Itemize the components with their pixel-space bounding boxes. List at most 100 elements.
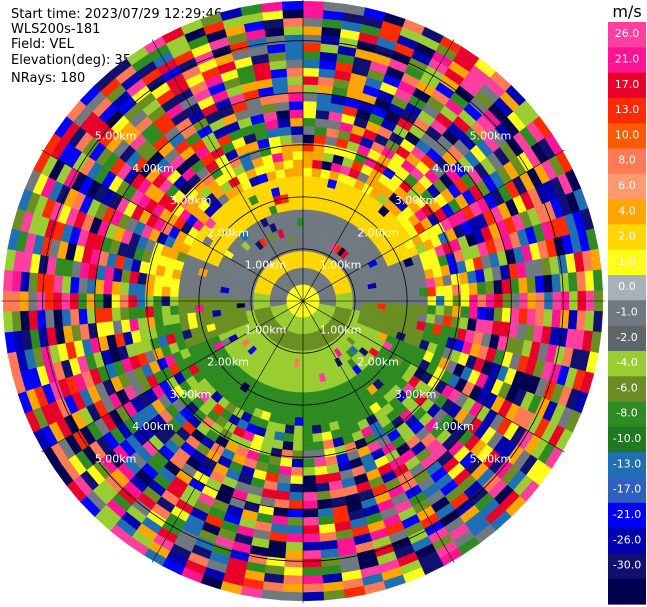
velocity-gate — [298, 234, 304, 244]
velocity-gate — [289, 117, 304, 127]
velocity-gate — [427, 305, 437, 316]
velocity-gate — [52, 309, 63, 328]
velocity-gate — [291, 142, 304, 152]
velocity-gate — [576, 310, 587, 331]
velocity-gate — [153, 315, 164, 328]
velocity-gate — [36, 272, 47, 293]
velocity-gate — [94, 307, 105, 324]
velocity-gate — [296, 209, 304, 219]
colorbar-tick-label: 1.0 — [618, 255, 636, 268]
velocity-gate — [186, 304, 196, 314]
velocity-gate — [227, 303, 237, 310]
velocity-gate — [169, 286, 179, 297]
colorbar-tick-label: 17.0 — [615, 78, 640, 91]
colorbar-tick-label: 2.0 — [618, 230, 636, 243]
velocity-gate — [202, 303, 213, 312]
colorbar-segment — [608, 249, 646, 276]
colorbar-tick-label: -4.0 — [616, 356, 637, 369]
colorbar-segment — [608, 97, 646, 124]
colorbar-tick-label: -13.0 — [613, 457, 641, 470]
colorbar-tick-label: -8.0 — [616, 407, 637, 420]
velocity-gate — [302, 491, 318, 502]
colorbar-tick-label: 4.0 — [618, 204, 636, 217]
colorbar: m/s 26.0 21.0 17.0 13.0 10.0 8.0 6.0 4.0 2.0 1.0 0.… — [608, 2, 646, 605]
velocity-gate — [302, 583, 324, 593]
velocity-gate — [425, 313, 436, 325]
velocity-gate — [283, 432, 294, 443]
velocity-gate — [111, 307, 121, 322]
colorbar-segment — [608, 325, 646, 352]
ring-label: 3.00km — [395, 194, 437, 207]
velocity-gate — [302, 34, 322, 44]
velocity-gate — [312, 432, 323, 443]
velocity-gate — [313, 142, 326, 153]
velocity-gate — [294, 408, 304, 418]
velocity-gate — [274, 101, 290, 112]
colorbar-segment — [608, 477, 646, 504]
velocity-gate — [244, 302, 254, 308]
velocity-gate — [284, 42, 304, 52]
velocity-gate — [314, 473, 329, 485]
velocity-gate — [161, 305, 171, 317]
colorbar-tick-label: 26.0 — [615, 27, 640, 40]
velocity-gate — [286, 525, 304, 535]
colorbar-segment — [608, 123, 646, 150]
velocity-gate — [435, 285, 445, 297]
velocity-gate — [307, 374, 315, 385]
velocity-gate — [294, 175, 304, 185]
velocity-gate — [468, 306, 479, 320]
velocity-gate — [313, 457, 327, 468]
velocity-gate — [289, 209, 298, 219]
velocity-gate — [302, 134, 315, 144]
velocity-gate — [277, 117, 292, 129]
velocity-gate — [302, 550, 322, 560]
azimuth-spoke — [151, 300, 304, 563]
info-start-time: Start time: 2023/07/29 12:29:46 — [11, 7, 223, 22]
velocity-gate — [61, 308, 72, 327]
velocity-gate — [69, 276, 80, 294]
azimuth-spoke — [302, 149, 565, 302]
velocity-gate — [44, 309, 55, 329]
velocity-gate — [302, 84, 319, 94]
velocity-gate — [317, 406, 328, 417]
velocity-gate — [282, 9, 304, 19]
velocity-gate — [296, 217, 304, 227]
colorbar-tick-label: -17.0 — [613, 483, 641, 496]
velocity-gate — [292, 150, 304, 160]
velocity-gate — [299, 250, 304, 260]
velocity-gate — [278, 185, 289, 196]
velocity-gate — [311, 167, 322, 178]
velocity-gate — [102, 279, 113, 295]
velocity-gate — [312, 159, 323, 170]
velocity-gate — [295, 200, 304, 210]
velocity-gate — [292, 442, 304, 452]
velocity-gate — [559, 309, 570, 330]
velocity-gate — [281, 440, 294, 451]
velocity-gate — [178, 312, 189, 323]
velocity-gate — [282, 575, 304, 585]
velocity-gate — [302, 392, 311, 402]
velocity-gate — [312, 440, 325, 451]
velocity-gate — [302, 333, 307, 343]
velocity-gate — [36, 309, 47, 330]
velocity-gate — [302, 150, 314, 160]
velocity-gate — [289, 475, 304, 485]
velocity-gate — [302, 217, 310, 227]
velocity-gate — [178, 279, 189, 290]
ring-label: 5.00km — [95, 130, 137, 143]
velocity-gate — [443, 305, 454, 317]
colorbar-segment — [608, 47, 646, 74]
velocity-gate — [292, 159, 304, 169]
ring-label: 1.00km — [245, 259, 287, 272]
velocity-gate — [296, 375, 304, 385]
velocity-gate — [476, 306, 487, 321]
velocity-gate — [451, 284, 462, 297]
azimuth-spoke — [151, 39, 304, 302]
velocity-gate — [302, 500, 318, 510]
velocity-gate — [302, 383, 310, 393]
colorbar-tick-label: 0.0 — [618, 280, 636, 293]
velocity-gate — [308, 383, 317, 393]
ring-labels: 1.00km 1.00km 1.00km 1.00km 2.00km 2.00km 2.00… — [95, 130, 511, 466]
velocity-gate — [278, 465, 292, 476]
